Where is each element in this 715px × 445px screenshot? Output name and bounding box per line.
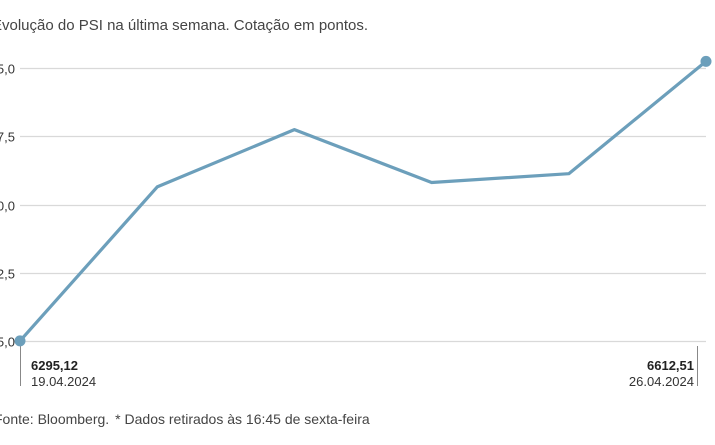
y-tick-label: 6605,0 xyxy=(0,62,15,77)
series-line xyxy=(18,59,708,343)
y-tick-label: 6527,5 xyxy=(0,130,15,145)
source-note: Fonte: Bloomberg. xyxy=(0,411,110,427)
grid-layer xyxy=(20,67,706,343)
annotation-date: 19.04.2024 xyxy=(31,374,96,389)
chart-footer: Fonte: Bloomberg. * Dados retirados às 16… xyxy=(0,411,370,427)
endpoint-marker xyxy=(700,55,712,67)
annotation-date: 26.04.2024 xyxy=(629,374,694,389)
y-tick-label: 6450,0 xyxy=(0,199,15,214)
y-tick-label: 6372,5 xyxy=(0,267,15,282)
annotation-value: 6295,12 xyxy=(31,358,78,373)
chart-subtitle: Evolução do PSI na última semana. Cotaçã… xyxy=(0,17,369,34)
endpoint-marker xyxy=(14,335,26,347)
annotation-value: 6612,51 xyxy=(647,358,694,373)
y-tick-labels: 6295,0 6372,5 6450,0 6527,5 6605,0 xyxy=(0,62,15,350)
y-tick-label: 6295,0 xyxy=(0,335,15,350)
data-timing-note: * Dados retirados às 16:45 de sexta-feir… xyxy=(115,411,370,427)
series-layer xyxy=(18,59,708,343)
